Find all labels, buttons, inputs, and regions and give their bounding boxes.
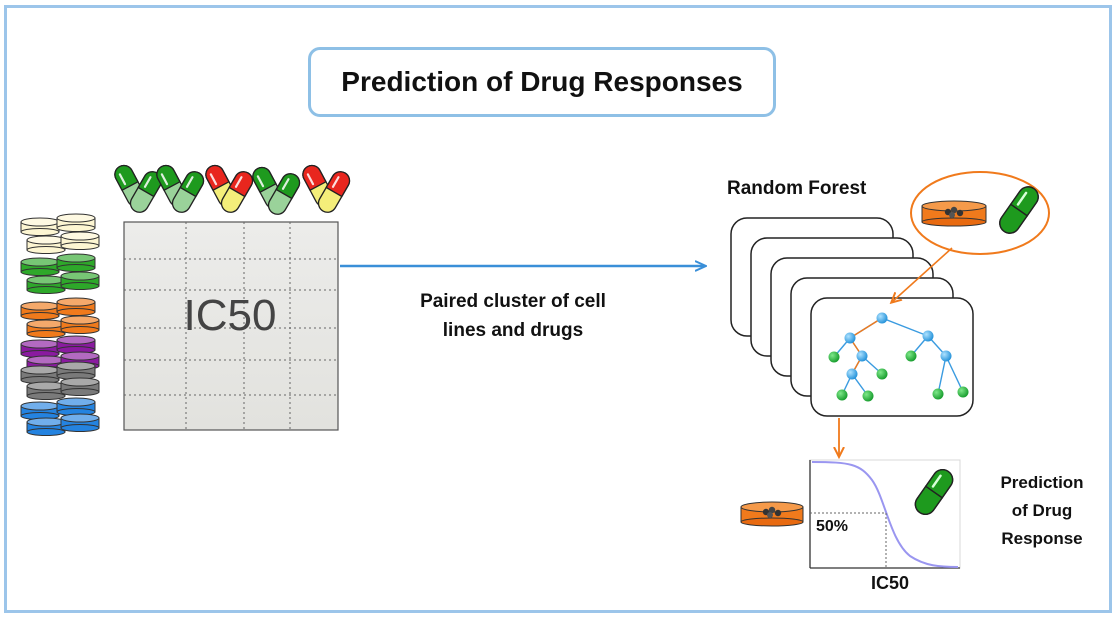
cell-line-stack-5 [20,361,100,400]
sample-dish-icon [921,200,987,227]
sample-capsule-icon [999,186,1039,234]
prediction-label-line2: of Drug [1012,501,1072,520]
diagram-title: Prediction of Drug Responses [341,66,743,97]
cell-line-dishes [20,213,100,436]
prediction-label-line1: Prediction [1000,473,1083,492]
dose-response-plot [809,459,961,569]
cell-line-stack-1 [20,213,100,254]
arrow-label-line1: Paired cluster of cell [420,291,606,312]
cell-line-stack-2 [20,253,100,294]
prediction-label-line3: Response [1001,529,1082,548]
drug-capsule-2 [156,164,205,213]
cell-line-stack-6 [20,397,100,436]
curve-capsule-icon [914,469,954,515]
input-sample [910,171,1050,255]
matrix-label: IC50 [184,291,277,340]
drug-capsule-1 [114,164,163,213]
drug-capsules [114,164,351,215]
dose-response-curve [811,461,959,568]
cell-line-stack-3 [20,297,100,338]
curve-axis-label: IC50 [871,573,909,593]
arrow-label-line2: lines and drugs [443,320,583,341]
curve-dish-icon [740,501,804,527]
ic50-matrix: IC50 [123,221,339,431]
input-arrow [892,247,953,302]
tree-card-stack [730,217,974,417]
drug-capsule-4 [252,166,301,215]
drug-capsule-5 [302,164,351,213]
threshold-label: 50% [816,518,848,535]
random-forest-label: Random Forest [727,178,867,199]
drug-capsule-3 [205,164,254,213]
title-box: Prediction of Drug Responses [308,47,776,117]
cell-line-stack-4 [20,335,100,374]
decision-tree [828,312,969,402]
